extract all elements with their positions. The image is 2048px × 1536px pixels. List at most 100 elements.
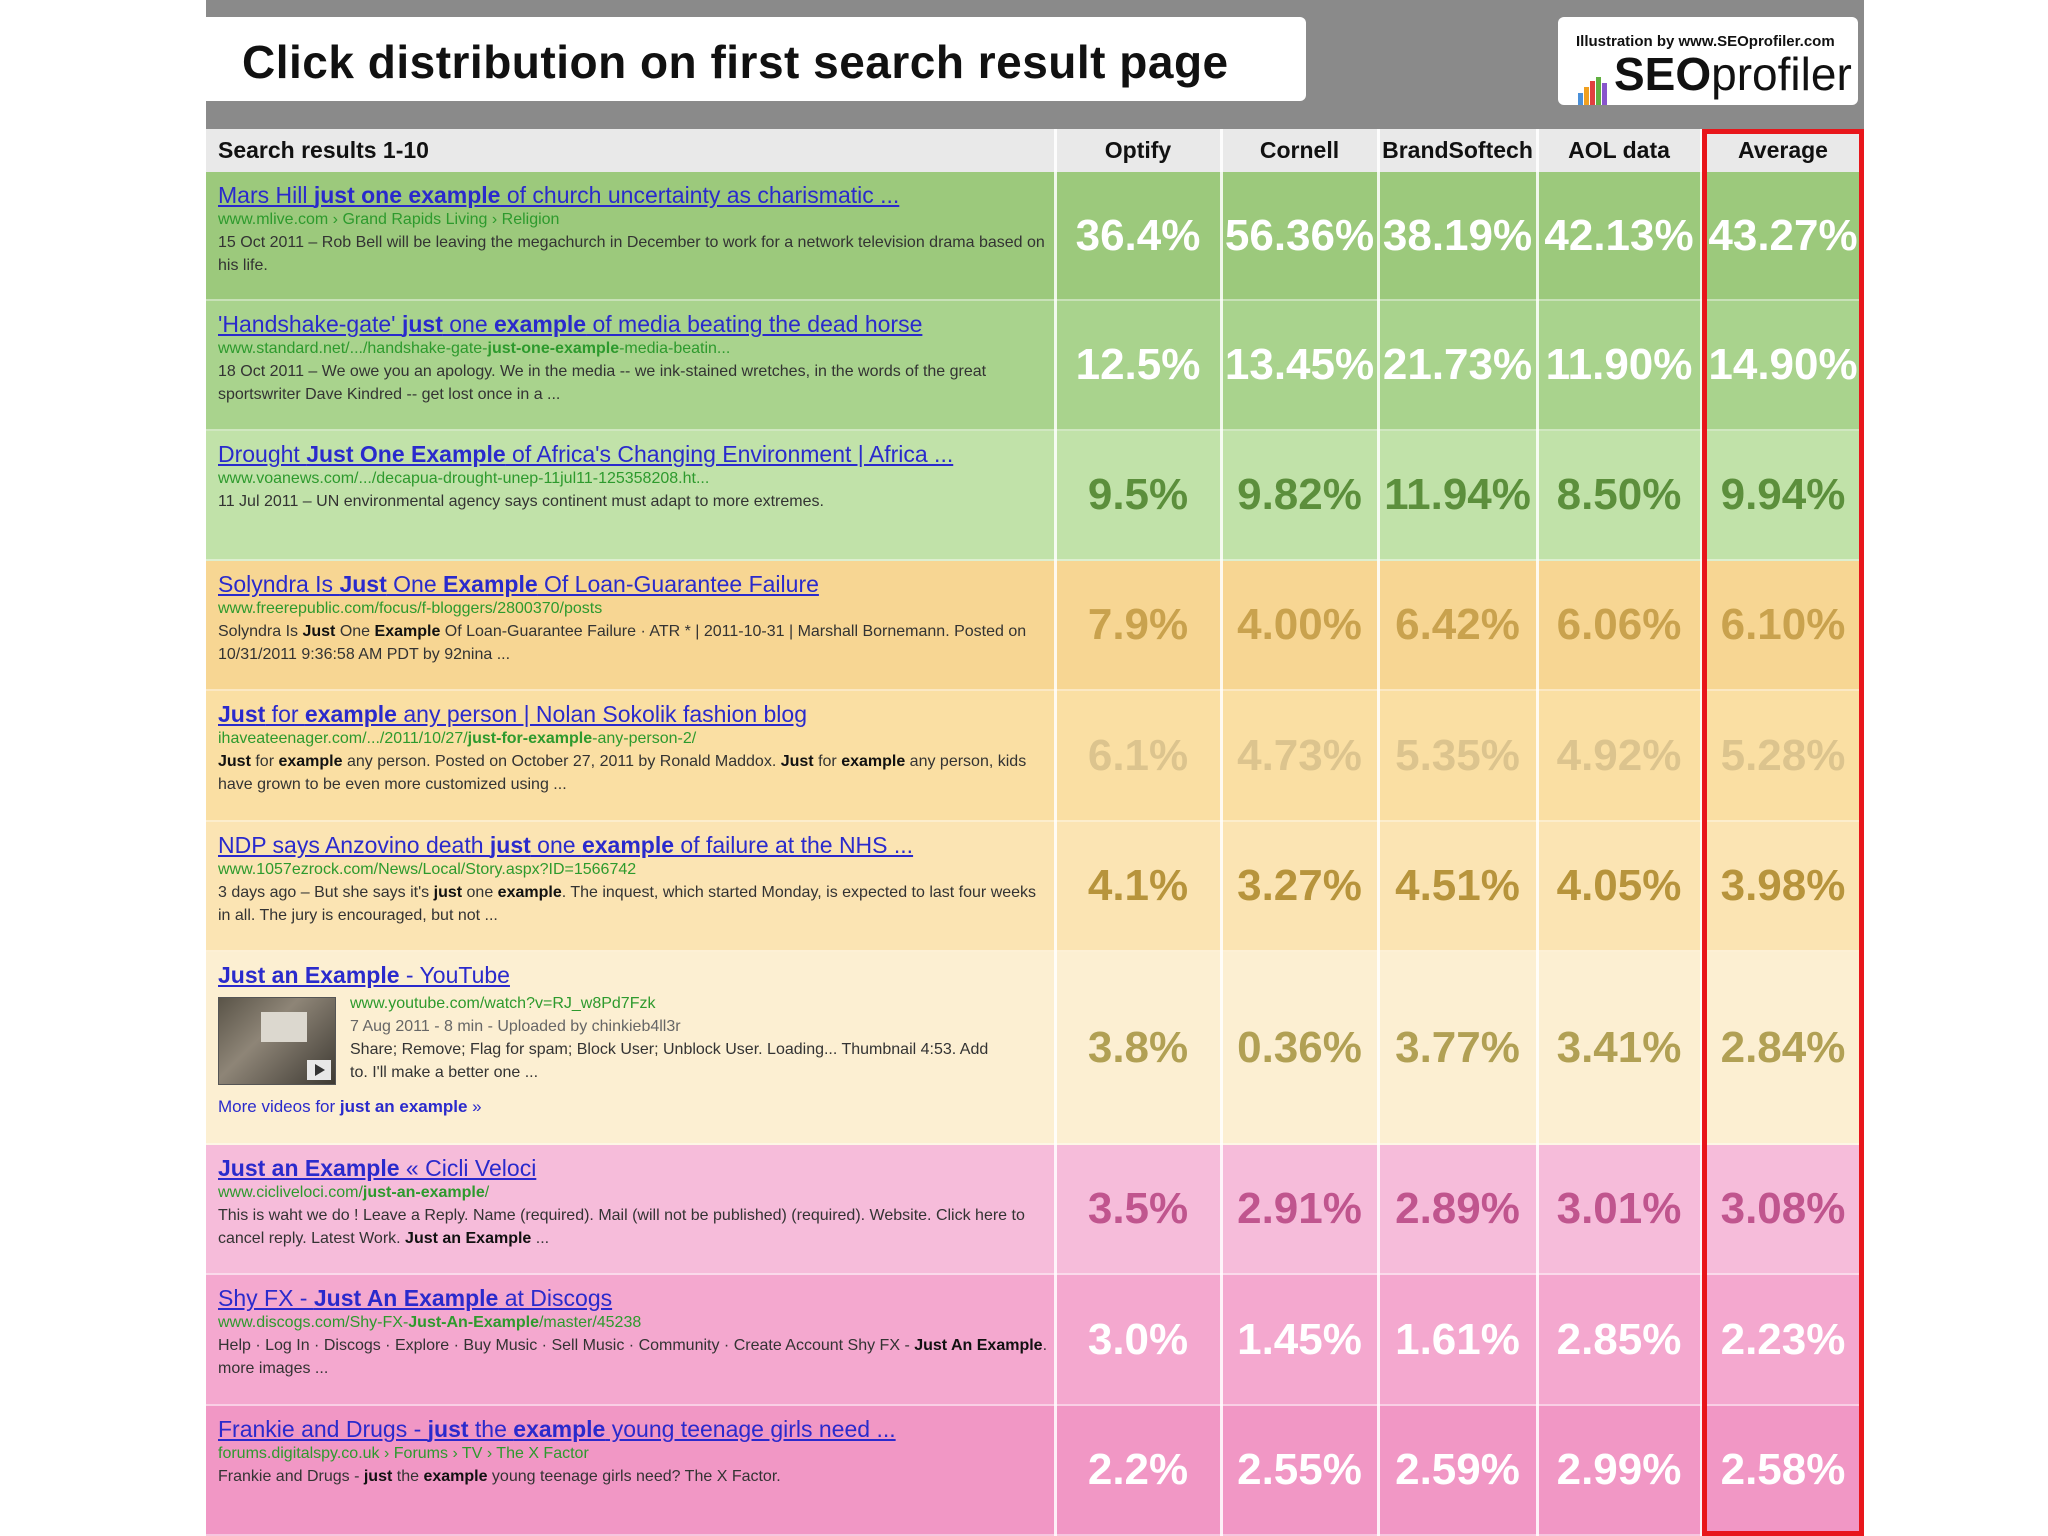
value-optify: 7.9% bbox=[1087, 600, 1189, 649]
header-search-results: Search results 1-10 bbox=[218, 137, 429, 163]
table-row: Shy FX - Just An Example at Discogs www.d… bbox=[206, 1275, 1864, 1406]
result-title-link[interactable]: Solyndra Is Just One Example Of Loan-Gua… bbox=[218, 571, 819, 597]
table-row: Just an Example - YouTube www.youtube.com… bbox=[206, 952, 1864, 1145]
result-title-link[interactable]: Just for example any person | Nolan Soko… bbox=[218, 701, 807, 727]
result-url: www.cicliveloci.com/just-an-example/ bbox=[218, 1184, 490, 1201]
result-title-link[interactable]: Drought Just One Example of Africa's Cha… bbox=[218, 441, 954, 467]
logo-credit: Illustration by www.SEOprofiler.com bbox=[1576, 33, 1835, 50]
result-title-link[interactable]: Shy FX - Just An Example at Discogs bbox=[218, 1285, 613, 1311]
result-title-link[interactable]: Just an Example - YouTube bbox=[218, 962, 510, 988]
result-url: www.mlive.com › Grand Rapids Living › Re… bbox=[218, 211, 560, 228]
page-title: Click distribution on first search resul… bbox=[242, 36, 1229, 88]
value-average: 3.08% bbox=[1720, 1184, 1846, 1233]
result-title-link[interactable]: Just an Example « Cicli Veloci bbox=[218, 1155, 537, 1181]
search-result: Frankie and Drugs - just the example you… bbox=[218, 1416, 1048, 1488]
value-aol-data: 42.13% bbox=[1544, 211, 1694, 260]
header-cornell: Cornell bbox=[1259, 137, 1340, 163]
value-cornell: 56.36% bbox=[1224, 211, 1375, 260]
column-divider bbox=[1220, 129, 1223, 1536]
value-aol-data: 3.01% bbox=[1556, 1184, 1682, 1233]
result-snippet: This is waht we do ! Leave a Reply. Name… bbox=[218, 1207, 1025, 1247]
column-divider bbox=[1054, 129, 1057, 1536]
value-brandsoftech: 2.89% bbox=[1395, 1184, 1520, 1233]
click-distribution-table: Search results 1-10 Optify Cornell BrandSof… bbox=[206, 129, 1864, 1536]
search-result: Drought Just One Example of Africa's Cha… bbox=[218, 441, 1048, 513]
result-snippet: Frankie and Drugs - just the example you… bbox=[218, 1468, 781, 1485]
value-average: 5.28% bbox=[1720, 731, 1846, 780]
result-url: www.freerepublic.com/focus/f-bloggers/28… bbox=[218, 600, 603, 617]
value-optify: 36.4% bbox=[1075, 211, 1201, 260]
value-aol-data: 2.99% bbox=[1556, 1445, 1682, 1494]
table-row: 'Handshake-gate' just one example of med… bbox=[206, 301, 1864, 431]
value-cornell: 1.45% bbox=[1237, 1315, 1362, 1364]
search-result: Just an Example - YouTube www.youtube.com… bbox=[218, 962, 1048, 1117]
table-row: Drought Just One Example of Africa's Cha… bbox=[206, 431, 1864, 561]
value-average: 2.23% bbox=[1720, 1315, 1846, 1364]
header-brandsoftech: BrandSoftech bbox=[1382, 137, 1533, 163]
header-average: Average bbox=[1738, 137, 1828, 163]
result-snippet: 3 days ago – But she says it's just one … bbox=[218, 884, 1037, 924]
value-brandsoftech: 2.59% bbox=[1395, 1445, 1520, 1494]
column-divider bbox=[1536, 129, 1539, 1536]
value-brandsoftech: 6.42% bbox=[1395, 600, 1520, 649]
value-brandsoftech: 38.19% bbox=[1382, 211, 1533, 260]
value-brandsoftech: 5.35% bbox=[1395, 731, 1520, 780]
search-result: 'Handshake-gate' just one example of med… bbox=[218, 311, 1048, 406]
result-url: www.youtube.com/watch?v=RJ_w8Pd7Fzk bbox=[350, 995, 656, 1012]
result-snippet: Share; Remove; Flag for spam; Block User… bbox=[350, 1041, 989, 1081]
video-result: www.youtube.com/watch?v=RJ_w8Pd7Fzk 7 Aug… bbox=[218, 993, 1048, 1089]
value-optify: 2.2% bbox=[1087, 1445, 1189, 1494]
value-average: 6.10% bbox=[1720, 600, 1846, 649]
column-divider bbox=[1700, 129, 1703, 1536]
logo-bar bbox=[1584, 87, 1589, 105]
value-average: 2.84% bbox=[1720, 1023, 1846, 1072]
result-snippet: 15 Oct 2011 – Rob Bell will be leaving t… bbox=[218, 234, 1045, 274]
value-optify: 3.0% bbox=[1087, 1315, 1189, 1364]
value-aol-data: 4.05% bbox=[1556, 861, 1682, 910]
bar-chart-icon bbox=[1578, 77, 1610, 105]
value-aol-data: 3.41% bbox=[1556, 1023, 1682, 1072]
search-result: Just for example any person | Nolan Soko… bbox=[218, 701, 1048, 796]
value-optify: 3.8% bbox=[1087, 1023, 1189, 1072]
search-result: NDP says Anzovino death just one example… bbox=[218, 832, 1048, 927]
search-result: Just an Example « Cicli Veloci www.cicliv… bbox=[218, 1155, 1048, 1250]
value-brandsoftech: 4.51% bbox=[1395, 861, 1520, 910]
result-url: www.standard.net/.../handshake-gate-just… bbox=[218, 340, 731, 357]
value-optify: 3.5% bbox=[1087, 1184, 1189, 1233]
video-thumbnail[interactable] bbox=[218, 997, 336, 1085]
header-aol-data: AOL data bbox=[1568, 137, 1670, 163]
table-row: Solyndra Is Just One Example Of Loan-Gua… bbox=[206, 561, 1864, 691]
chart-canvas: Click distribution on first search resul… bbox=[206, 0, 1864, 1536]
logo-wordmark: SEOprofiler bbox=[1614, 51, 1852, 97]
video-details: www.youtube.com/watch?v=RJ_w8Pd7Fzk 7 Aug… bbox=[350, 993, 990, 1084]
result-url: www.voanews.com/.../decapua-drought-unep… bbox=[218, 470, 710, 487]
result-title-link[interactable]: 'Handshake-gate' just one example of med… bbox=[218, 311, 923, 337]
table-row: Frankie and Drugs - just the example you… bbox=[206, 1406, 1864, 1536]
logo-word-bold: SEO bbox=[1614, 48, 1712, 100]
value-cornell: 3.27% bbox=[1237, 861, 1362, 910]
value-optify: 9.5% bbox=[1087, 470, 1189, 519]
value-optify: 12.5% bbox=[1075, 340, 1201, 389]
value-aol-data: 8.50% bbox=[1556, 470, 1682, 519]
value-brandsoftech: 11.94% bbox=[1384, 470, 1531, 519]
value-cornell: 13.45% bbox=[1224, 340, 1375, 389]
value-cornell: 4.73% bbox=[1237, 731, 1362, 780]
value-cornell: 0.36% bbox=[1237, 1023, 1362, 1072]
result-url: www.discogs.com/Shy-FX-Just-An-Example/m… bbox=[218, 1314, 642, 1331]
value-cornell: 2.55% bbox=[1237, 1445, 1362, 1494]
table-row: Mars Hill just one example of church unc… bbox=[206, 172, 1864, 301]
logo-word-light: profiler bbox=[1711, 48, 1852, 100]
more-videos-link[interactable]: More videos for just an example » bbox=[218, 1097, 482, 1116]
thumbnail-scene bbox=[261, 1012, 307, 1042]
header-optify: Optify bbox=[1104, 137, 1172, 163]
search-result: Solyndra Is Just One Example Of Loan-Gua… bbox=[218, 571, 1048, 666]
value-cornell: 9.82% bbox=[1237, 470, 1362, 519]
result-url: ihaveateenager.com/.../2011/10/27/just-f… bbox=[218, 730, 697, 747]
result-snippet: 18 Oct 2011 – We owe you an apology. We … bbox=[218, 363, 987, 403]
value-optify: 4.1% bbox=[1087, 861, 1189, 910]
logo-bar bbox=[1596, 77, 1601, 105]
value-aol-data: 4.92% bbox=[1556, 731, 1682, 780]
result-title-link[interactable]: NDP says Anzovino death just one example… bbox=[218, 832, 914, 858]
result-title-link[interactable]: Frankie and Drugs - just the example you… bbox=[218, 1416, 896, 1442]
result-title-link[interactable]: Mars Hill just one example of church unc… bbox=[218, 182, 900, 208]
